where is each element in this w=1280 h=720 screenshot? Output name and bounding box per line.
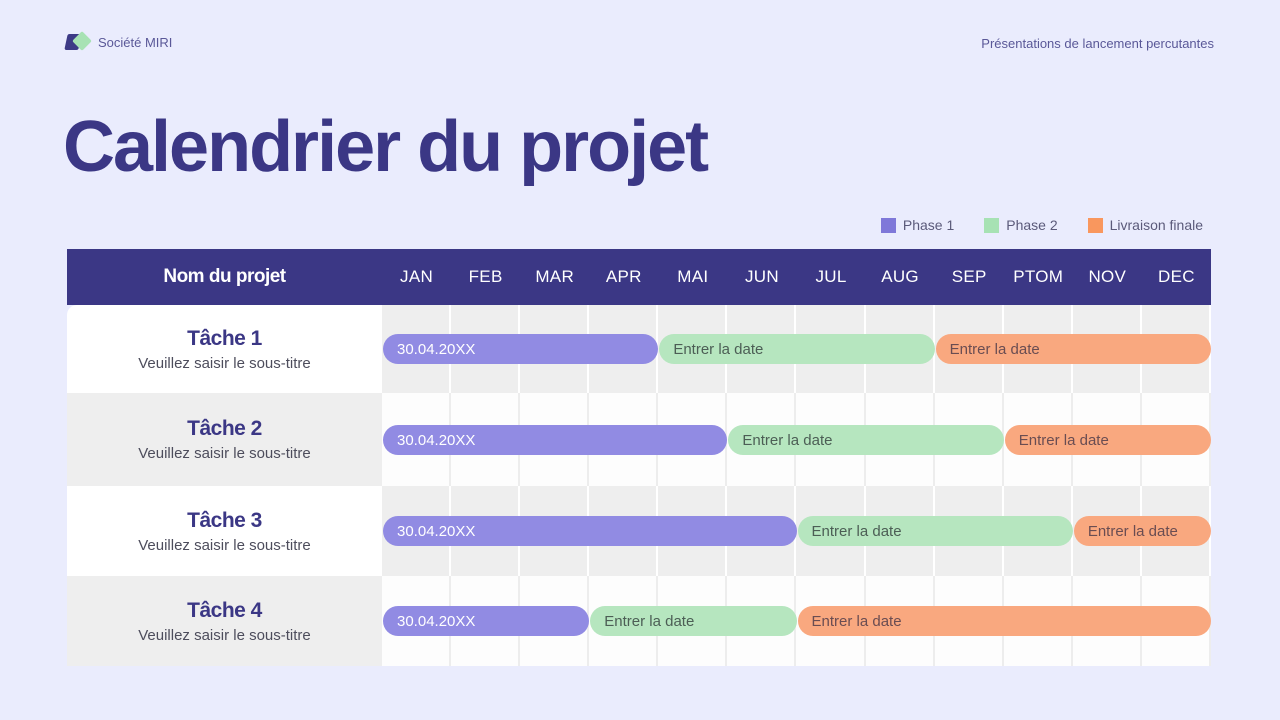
final-delivery-bar[interactable]: Entrer la date: [935, 334, 1211, 364]
legend-item-phase-2: Phase 2: [984, 217, 1058, 233]
legend: Phase 1 Phase 2 Livraison finale: [880, 217, 1203, 233]
final-delivery-bar[interactable]: Entrer la date: [1004, 425, 1211, 455]
final-delivery-swatch-icon: [1087, 217, 1103, 233]
final-delivery-bar[interactable]: Entrer la date: [797, 606, 1211, 636]
phase-2-bar[interactable]: Entrer la date: [728, 425, 1004, 455]
brand: Société MIRI: [64, 31, 173, 52]
page-title: Calendrier du projet: [63, 107, 709, 187]
month-header: NOV: [1088, 267, 1127, 286]
task-subtitle[interactable]: Veuillez saisir le sous-titre: [138, 626, 311, 644]
legend-item-phase-1: Phase 1: [880, 217, 955, 233]
phase-1-bar[interactable]: 30.04.20XX: [383, 425, 728, 455]
company-logo-icon: [64, 31, 92, 52]
phase-1-bar[interactable]: 30.04.20XX: [383, 516, 797, 546]
month-header: JUL: [815, 267, 847, 286]
phase-2-bar[interactable]: Entrer la date: [797, 516, 1073, 546]
phase-2-bar[interactable]: Entrer la date: [659, 334, 935, 364]
month-header: JUN: [744, 267, 779, 286]
month-header: APR: [605, 267, 642, 286]
task-cell: Tâche 4 Veuillez saisir le sous-titre: [67, 576, 382, 666]
table-row: Tâche 1 Veuillez saisir le sous-titre 30…: [67, 305, 1211, 393]
timeline-grid: 30.04.20XX Entrer la date Entrer la date: [382, 393, 1211, 486]
task-title[interactable]: Tâche 3: [187, 508, 262, 532]
legend-label: Phase 1: [902, 217, 955, 233]
project-timeline-table: Nom du projet JAN FEB MAR APR MAI JUN JU…: [67, 249, 1211, 666]
timeline-grid: 30.04.20XX Entrer la date Entrer la date: [382, 576, 1211, 666]
phase-2-bar[interactable]: Entrer la date: [590, 606, 797, 636]
final-delivery-bar[interactable]: Entrer la date: [1073, 516, 1211, 546]
legend-label: Livraison finale: [1109, 217, 1203, 233]
tagline: Présentations de lancement percutantes: [981, 36, 1214, 51]
month-header: MAI: [677, 267, 709, 286]
phase-2-swatch-icon: [984, 217, 1000, 233]
table-header: Nom du projet JAN FEB MAR APR MAI JUN JU…: [67, 249, 1211, 305]
task-title[interactable]: Tâche 1: [187, 326, 262, 350]
month-header: DEC: [1158, 267, 1195, 286]
phase-1-swatch-icon: [880, 217, 896, 233]
month-header: AUG: [881, 267, 919, 286]
legend-item-final-delivery: Livraison finale: [1087, 217, 1203, 233]
month-header: JAN: [400, 267, 434, 286]
table-row: Tâche 4 Veuillez saisir le sous-titre 30…: [67, 576, 1211, 666]
month-header: SEP: [951, 267, 987, 286]
phase-1-bar[interactable]: 30.04.20XX: [383, 606, 590, 636]
task-cell: Tâche 1 Veuillez saisir le sous-titre: [67, 305, 382, 393]
task-subtitle[interactable]: Veuillez saisir le sous-titre: [138, 536, 311, 554]
month-headers: JAN FEB MAR APR MAI JUN JUL AUG SEP PTOM…: [382, 267, 1211, 287]
timeline-grid: 30.04.20XX Entrer la date Entrer la date: [382, 486, 1211, 576]
task-subtitle[interactable]: Veuillez saisir le sous-titre: [138, 445, 311, 462]
brand-name: Société MIRI: [98, 34, 173, 50]
phase-1-bar[interactable]: 30.04.20XX: [383, 334, 659, 364]
task-subtitle[interactable]: Veuillez saisir le sous-titre: [138, 354, 311, 372]
task-title[interactable]: Tâche 4: [187, 598, 262, 622]
table-row: Tâche 3 Veuillez saisir le sous-titre 30…: [67, 486, 1211, 576]
task-cell: Tâche 2 Veuillez saisir le sous-titre: [67, 393, 382, 486]
timeline-grid: 30.04.20XX Entrer la date Entrer la date: [382, 305, 1211, 393]
task-cell: Tâche 3 Veuillez saisir le sous-titre: [67, 486, 382, 576]
month-header: MAR: [535, 267, 575, 286]
task-title[interactable]: Tâche 2: [187, 417, 262, 440]
table-row: Tâche 2 Veuillez saisir le sous-titre 30…: [67, 393, 1211, 486]
project-name-header: Nom du projet: [163, 266, 286, 287]
month-header: FEB: [468, 267, 503, 286]
legend-label: Phase 2: [1006, 217, 1058, 233]
month-header: PTOM: [1013, 267, 1064, 286]
